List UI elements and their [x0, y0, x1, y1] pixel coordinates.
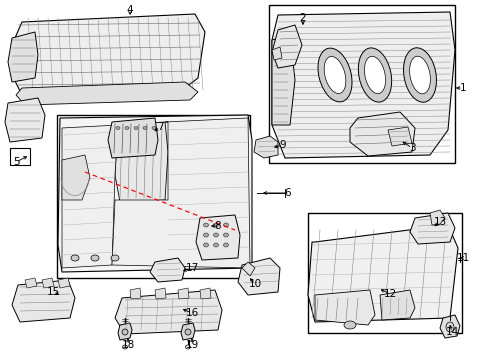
Text: 1: 1 [459, 83, 466, 93]
Text: 8: 8 [214, 221, 221, 231]
Ellipse shape [111, 255, 119, 261]
Polygon shape [271, 12, 454, 158]
Text: 18: 18 [121, 340, 134, 350]
Ellipse shape [223, 243, 228, 247]
Ellipse shape [152, 126, 156, 130]
Ellipse shape [125, 126, 129, 130]
Polygon shape [5, 98, 45, 142]
Text: 13: 13 [432, 217, 446, 227]
Bar [268, 5, 454, 163]
Polygon shape [314, 290, 374, 325]
Text: 9: 9 [279, 140, 286, 150]
Ellipse shape [71, 255, 79, 261]
Polygon shape [439, 315, 459, 338]
Ellipse shape [122, 345, 127, 349]
Ellipse shape [185, 345, 190, 349]
Polygon shape [178, 288, 189, 299]
Polygon shape [62, 125, 118, 268]
Ellipse shape [223, 233, 228, 237]
Polygon shape [387, 127, 411, 146]
Ellipse shape [203, 233, 208, 237]
Ellipse shape [317, 48, 351, 102]
Text: 12: 12 [383, 289, 396, 299]
Ellipse shape [364, 56, 385, 94]
Text: 11: 11 [455, 253, 468, 263]
Polygon shape [16, 82, 198, 105]
Polygon shape [62, 155, 90, 200]
Text: 4: 4 [126, 5, 133, 15]
Ellipse shape [445, 322, 453, 332]
Polygon shape [200, 288, 210, 299]
Ellipse shape [213, 223, 218, 227]
Polygon shape [307, 225, 457, 322]
Polygon shape [58, 115, 251, 272]
Polygon shape [10, 148, 30, 165]
Text: 2: 2 [299, 13, 305, 23]
Ellipse shape [122, 329, 128, 335]
Bar [57, 115, 249, 278]
Polygon shape [429, 210, 444, 225]
Text: 16: 16 [185, 308, 198, 318]
Ellipse shape [91, 255, 99, 261]
Text: 3: 3 [408, 143, 414, 153]
Polygon shape [58, 278, 70, 288]
Polygon shape [155, 288, 165, 299]
Polygon shape [242, 262, 254, 276]
Ellipse shape [213, 233, 218, 237]
Polygon shape [271, 25, 302, 68]
Ellipse shape [203, 243, 208, 247]
Ellipse shape [324, 57, 345, 94]
Polygon shape [108, 118, 158, 158]
Polygon shape [42, 278, 54, 288]
Polygon shape [118, 323, 132, 340]
Text: 5: 5 [13, 157, 19, 167]
Ellipse shape [409, 56, 429, 94]
Polygon shape [271, 47, 282, 60]
Text: 7: 7 [156, 122, 163, 132]
Polygon shape [271, 35, 294, 125]
Polygon shape [196, 215, 240, 260]
Polygon shape [115, 122, 168, 202]
Polygon shape [238, 258, 280, 295]
Polygon shape [379, 290, 414, 320]
Ellipse shape [134, 126, 138, 130]
Polygon shape [12, 280, 75, 322]
Ellipse shape [213, 243, 218, 247]
Polygon shape [112, 118, 249, 268]
Polygon shape [349, 112, 414, 156]
Ellipse shape [203, 223, 208, 227]
Text: 10: 10 [248, 279, 261, 289]
Polygon shape [150, 258, 184, 282]
Polygon shape [8, 32, 38, 82]
Polygon shape [25, 278, 37, 288]
Polygon shape [130, 288, 141, 299]
Ellipse shape [403, 48, 436, 102]
Text: 6: 6 [284, 188, 291, 198]
Text: 15: 15 [46, 287, 60, 297]
Text: 17: 17 [185, 263, 198, 273]
Polygon shape [253, 136, 278, 158]
Ellipse shape [116, 126, 120, 130]
Bar [307, 213, 461, 333]
Polygon shape [115, 290, 222, 334]
Ellipse shape [223, 223, 228, 227]
Ellipse shape [184, 329, 191, 335]
Polygon shape [409, 213, 454, 244]
Polygon shape [181, 323, 195, 340]
Text: 14: 14 [445, 327, 458, 337]
Ellipse shape [343, 321, 355, 329]
Text: 19: 19 [185, 340, 198, 350]
Ellipse shape [142, 126, 147, 130]
Ellipse shape [358, 48, 391, 102]
Polygon shape [12, 14, 204, 95]
